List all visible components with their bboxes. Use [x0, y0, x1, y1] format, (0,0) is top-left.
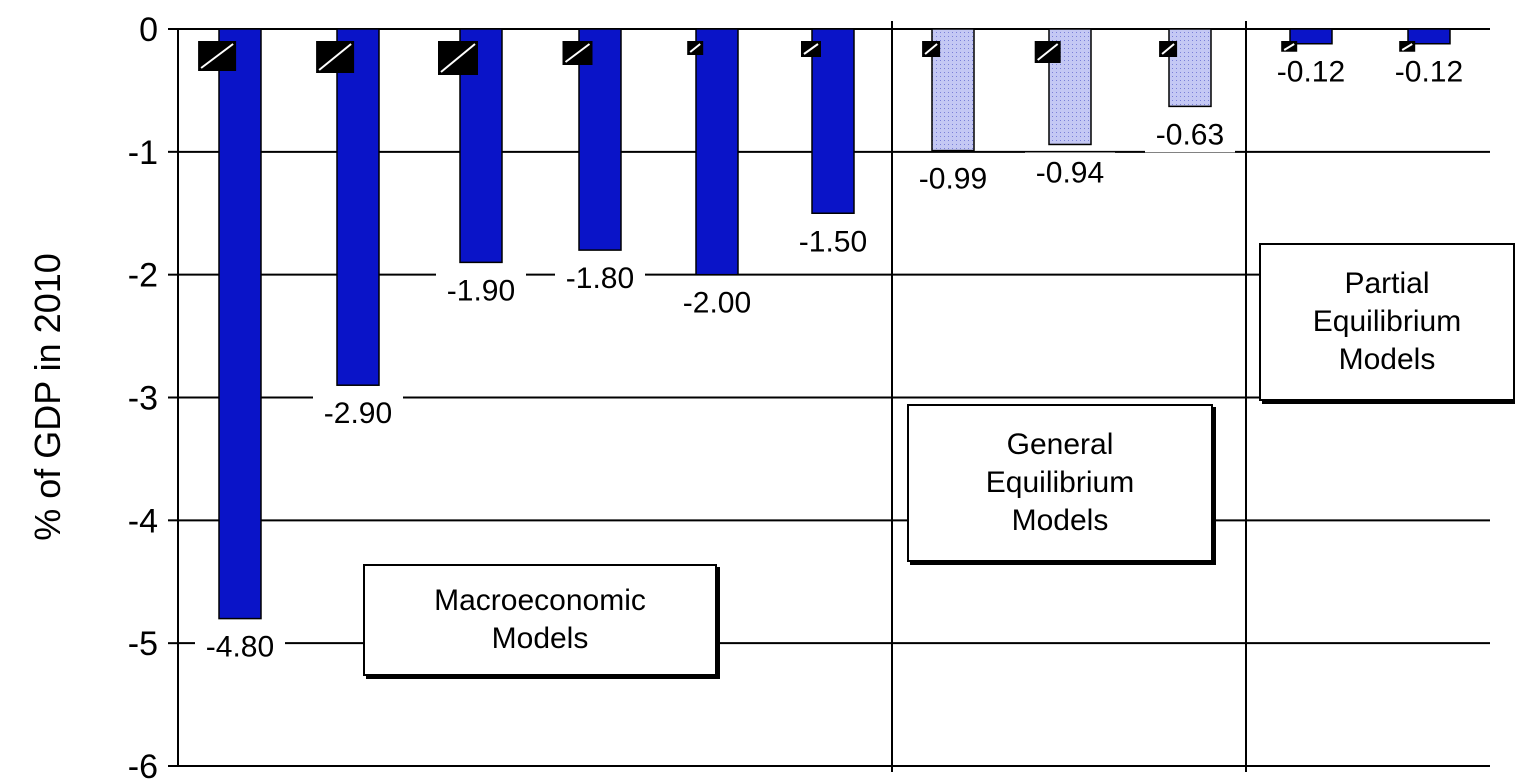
- data-label-bg: [195, 626, 285, 665]
- data-label-bg: [1266, 51, 1356, 90]
- data-label-bg: [436, 270, 526, 309]
- error-marker-line: [803, 43, 819, 55]
- macroeconomic-models-box: Macroeconomic Models: [363, 564, 717, 676]
- data-label: -2.00: [683, 287, 751, 320]
- y-tick-label: 0: [139, 11, 158, 49]
- data-label: -4.80: [206, 631, 274, 664]
- y-tick-label: -3: [128, 380, 158, 418]
- y-axis-label: % of GDP in 2010: [27, 253, 68, 541]
- error-marker-line: [689, 43, 701, 53]
- error-marker-line: [440, 43, 476, 73]
- data-label: -0.94: [1036, 156, 1104, 189]
- general-equilibrium-models-box: General Equilibrium Models: [907, 404, 1213, 562]
- data-label-bg: [788, 221, 878, 260]
- data-label: -2.90: [324, 397, 392, 430]
- y-tick-label: -1: [128, 134, 158, 172]
- bar: [1289, 28, 1333, 45]
- data-label: -1.80: [566, 262, 634, 295]
- data-label: -0.63: [1156, 118, 1224, 151]
- error-marker-line: [200, 43, 234, 69]
- bar: [811, 28, 855, 214]
- data-label: -0.12: [1395, 56, 1463, 89]
- y-tick-label: -2: [128, 257, 158, 295]
- error-marker-line: [564, 43, 591, 63]
- error-marker-line: [1037, 43, 1059, 61]
- data-labels: -4.80 -2.90 -1.90 -1.80 -2.00 -1.50 -0.99 -0.94…: [195, 51, 1474, 665]
- data-label-bg: [555, 258, 645, 297]
- bar: [578, 28, 622, 251]
- y-tick-label: -6: [128, 748, 158, 783]
- y-tick-labels: 0 -1 -2 -3 -4 -5 -6: [128, 11, 158, 783]
- bars: [198, 28, 1451, 620]
- y-tick-label: -4: [128, 502, 158, 540]
- error-marker-line: [924, 43, 938, 55]
- bar: [218, 28, 262, 620]
- error-marker-line: [1161, 43, 1175, 55]
- error-marker-line: [1283, 43, 1295, 51]
- data-label: -1.90: [447, 274, 515, 307]
- y-tick-label: -5: [128, 625, 158, 663]
- data-label: -0.12: [1277, 56, 1345, 89]
- error-marker-line: [1401, 43, 1413, 51]
- bar: [1168, 28, 1212, 108]
- partial-equilibrium-models-box: Partial Equilibrium Models: [1259, 243, 1515, 401]
- bar: [336, 28, 380, 386]
- error-marker-line: [318, 43, 352, 71]
- data-label-bg: [1145, 114, 1235, 153]
- data-label-bg: [908, 158, 998, 197]
- bar: [695, 28, 739, 276]
- data-label-bg: [672, 282, 762, 321]
- data-label-bg: [313, 393, 403, 432]
- data-label-bg: [1384, 51, 1474, 90]
- bar: [1407, 28, 1451, 45]
- data-label-bg: [1025, 152, 1115, 191]
- group-separators: [891, 21, 1247, 772]
- data-label: -0.99: [919, 163, 987, 196]
- data-label: -1.50: [799, 225, 867, 258]
